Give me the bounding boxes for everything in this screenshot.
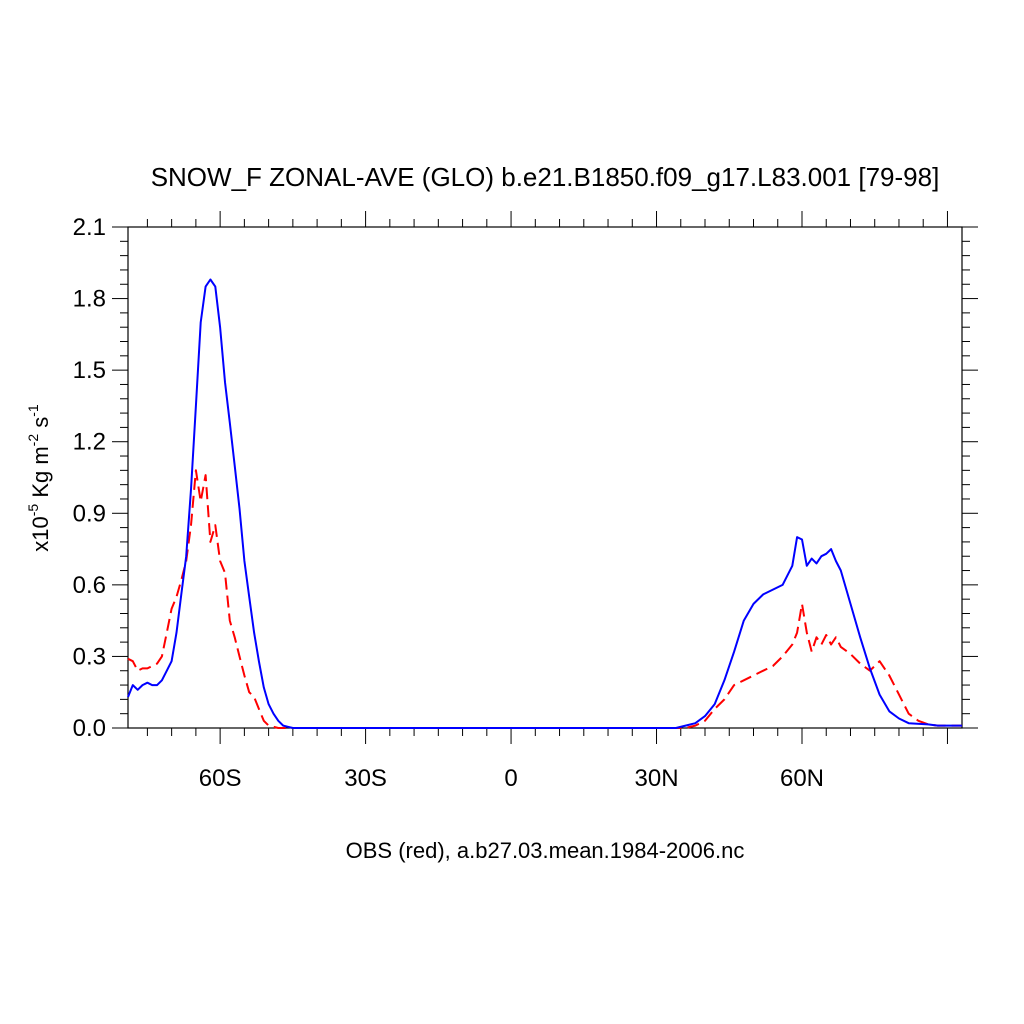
plot-border — [127, 226, 963, 729]
x-tick-label: 60N — [780, 765, 824, 792]
y-tick-label: 0.0 — [73, 715, 106, 742]
y-axis-label: x10-5 Kg m-2 s-1 — [25, 404, 53, 552]
x-tick-label: 60S — [199, 765, 242, 792]
y-tick-label: 2.1 — [73, 214, 106, 241]
series-line-1 — [127, 469, 962, 729]
series-layer — [127, 278, 962, 729]
x-tick-label: 30N — [635, 765, 679, 792]
chart-title: SNOW_F ZONAL-AVE (GLO) b.e21.B1850.f09_g… — [151, 162, 940, 192]
x-tick-label: 30S — [344, 765, 387, 792]
y-tick-label: 0.9 — [73, 500, 106, 527]
y-tick-label: 0.3 — [73, 643, 106, 670]
x-axis-ticks: 60S 30S 0 30N 60N — [146, 211, 948, 792]
x-tick-label: 0 — [504, 765, 517, 792]
y-tick-label: 1.8 — [73, 286, 106, 313]
x-axis-label: OBS (red), a.b27.03.mean.1984-2006.nc — [346, 838, 745, 863]
y-tick-label: 0.6 — [73, 572, 106, 599]
y-tick-label: 1.5 — [73, 357, 106, 384]
y-axis-ticks: 0.0 0.3 0.6 0.9 1.2 1.5 1.8 2.1 — [73, 214, 978, 742]
y-tick-label: 1.2 — [73, 429, 106, 456]
series-line-0 — [127, 278, 962, 729]
plot-frame — [127, 226, 963, 729]
